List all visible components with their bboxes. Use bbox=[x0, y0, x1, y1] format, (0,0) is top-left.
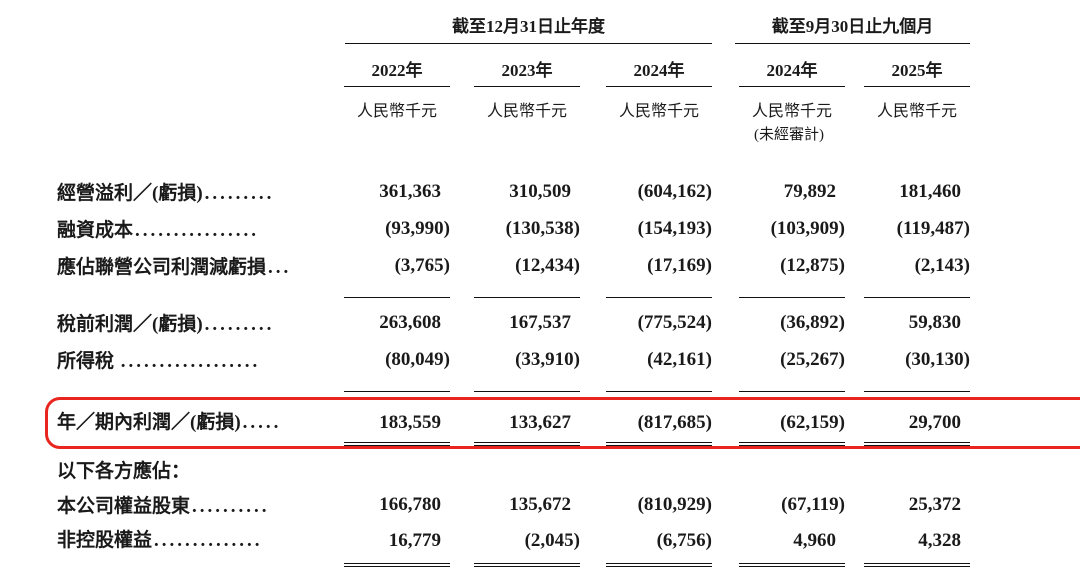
unit-label: 人民幣千元 bbox=[751, 103, 832, 120]
row-label: 年／期內利潤／(虧損) bbox=[57, 412, 241, 433]
dot-leader: ..... bbox=[242, 412, 282, 433]
cell-value: 79,892 bbox=[783, 180, 836, 202]
unit-label: 人民幣千元 bbox=[618, 103, 699, 120]
cell-value: (12,875) bbox=[780, 254, 845, 276]
row-label: 經營溢利／(虧損) bbox=[57, 183, 203, 204]
cell-value: 263,608 bbox=[379, 311, 441, 333]
year-header: 2024年 bbox=[739, 56, 845, 87]
column-rule bbox=[474, 297, 580, 298]
unit-label: 人民幣千元 bbox=[876, 103, 957, 120]
unit-label: 人民幣千元 bbox=[486, 103, 567, 120]
separator-rule-row bbox=[57, 284, 1080, 298]
column-rule bbox=[864, 297, 970, 298]
unit-label: 人民幣千元 bbox=[356, 103, 437, 120]
cell-value: 4,328 bbox=[864, 528, 970, 567]
cell-value: (25,267) bbox=[780, 348, 845, 370]
share-of-associates-row: 應佔聯營公司利潤減虧損... (3,765) (12,434) (17,169)… bbox=[57, 247, 1080, 284]
group-title-nine-months: 截至9月30日止九個月 bbox=[735, 12, 970, 44]
dot-leader: ......... bbox=[204, 183, 275, 204]
year-header: 2022年 bbox=[344, 56, 450, 87]
dot-leader: .................. bbox=[120, 351, 261, 372]
cell-value: (17,169) bbox=[647, 254, 712, 276]
cell-value: 4,960 bbox=[739, 528, 845, 567]
cell-value: (67,119) bbox=[781, 493, 845, 515]
row-label: 以下各方應佔： bbox=[57, 460, 191, 482]
cell-value: (775,524) bbox=[637, 311, 712, 333]
cell-value: 361,363 bbox=[379, 180, 441, 202]
profit-before-tax-row: 稅前利潤／(虧損)......... 263,608 167,537 (775,… bbox=[57, 304, 1080, 341]
column-rule bbox=[344, 297, 450, 298]
cell-value: (103,909) bbox=[770, 217, 845, 239]
cell-value: (154,193) bbox=[637, 217, 712, 239]
dot-leader: ................ bbox=[135, 220, 260, 241]
dot-leader: .......... bbox=[192, 496, 270, 517]
finance-costs-row: 融資成本................ (93,990) (130,538) … bbox=[57, 210, 1080, 247]
cell-value: (2,143) bbox=[914, 254, 970, 276]
cell-value: 135,672 bbox=[509, 493, 571, 515]
cell-value: (3,765) bbox=[394, 254, 450, 276]
column-group-header: 截至12月31日止年度 截至9月30日止九個月 bbox=[57, 12, 1080, 44]
year-header: 2023年 bbox=[474, 56, 580, 87]
cell-value: (119,487) bbox=[896, 217, 970, 239]
unaudited-note: (未經審計) bbox=[754, 127, 824, 143]
cell-value: (810,929) bbox=[637, 493, 712, 515]
cell-value: (80,049) bbox=[385, 348, 450, 370]
column-rule bbox=[739, 297, 845, 298]
cell-value: 29,700 bbox=[864, 410, 970, 446]
equity-shareholders-row: 本公司權益股東.......... 166,780 135,672 (810,9… bbox=[57, 486, 1080, 523]
profit-for-period-row: 年／期內利潤／(虧損)..... 183,559 133,627 (817,68… bbox=[45, 397, 1080, 449]
attributable-to-row: 以下各方應佔： bbox=[57, 452, 1080, 486]
year-header-row: 2022年 2023年 2024年 2024年 2025年 bbox=[57, 56, 1080, 87]
dot-leader: ... bbox=[268, 257, 292, 278]
cell-value: 133,627 bbox=[474, 410, 580, 446]
cell-value: 310,509 bbox=[509, 180, 571, 202]
year-header: 2024年 bbox=[606, 56, 712, 87]
cell-value: (130,538) bbox=[505, 217, 580, 239]
cell-value: (6,756) bbox=[606, 528, 712, 567]
cell-value: 59,830 bbox=[908, 311, 961, 333]
row-label: 稅前利潤／(虧損) bbox=[57, 314, 203, 335]
cell-value: 167,537 bbox=[509, 311, 571, 333]
unit-header-row: 人民幣千元 人民幣千元 人民幣千元 人民幣千元 人民幣千元 bbox=[57, 97, 1080, 121]
cell-value: 16,779 bbox=[344, 528, 450, 567]
year-header: 2025年 bbox=[864, 56, 970, 87]
cell-value: (2,045) bbox=[474, 528, 580, 567]
separator-rule-row bbox=[57, 378, 1080, 392]
cell-value: 181,460 bbox=[899, 180, 961, 202]
income-tax-row: 所得稅 .................. (80,049) (33,910)… bbox=[57, 341, 1080, 378]
row-label: 本公司權益股東 bbox=[57, 496, 191, 517]
group-title-annual: 截至12月31日止年度 bbox=[345, 12, 712, 44]
column-rule bbox=[344, 391, 450, 392]
cell-value: (62,159) bbox=[739, 410, 845, 446]
column-rule bbox=[739, 391, 845, 392]
cell-value: (33,910) bbox=[515, 348, 580, 370]
cell-value: 166,780 bbox=[379, 493, 441, 515]
row-label: 所得稅 bbox=[57, 351, 119, 372]
cell-value: 183,559 bbox=[344, 410, 450, 446]
row-label: 應佔聯營公司利潤減虧損 bbox=[57, 257, 267, 278]
operating-profit-row: 經營溢利／(虧損)......... 361,363 310,509 (604,… bbox=[57, 173, 1080, 210]
cell-value: (12,434) bbox=[515, 254, 580, 276]
cell-value: 25,372 bbox=[908, 493, 961, 515]
cell-value: (604,162) bbox=[637, 180, 712, 202]
column-rule bbox=[606, 297, 712, 298]
financial-statement-table: 截至12月31日止年度 截至9月30日止九個月 2022年 2023年 2024… bbox=[45, 12, 1080, 567]
dot-leader: ......... bbox=[204, 314, 275, 335]
cell-value: (30,130) bbox=[905, 348, 970, 370]
row-label: 融資成本 bbox=[57, 220, 134, 241]
column-rule bbox=[864, 391, 970, 392]
cell-value: (36,892) bbox=[780, 311, 845, 333]
note-header-row: (未經審計) bbox=[57, 123, 1080, 143]
row-label: 非控股權益 bbox=[57, 530, 153, 551]
cell-value: (817,685) bbox=[606, 410, 712, 446]
column-rule bbox=[606, 391, 712, 392]
cell-value: (93,990) bbox=[385, 217, 450, 239]
cell-value: (42,161) bbox=[647, 348, 712, 370]
column-rule bbox=[474, 391, 580, 392]
non-controlling-interests-row: 非控股權益.............. 16,779 (2,045) (6,75… bbox=[57, 523, 1080, 567]
dot-leader: .............. bbox=[154, 530, 263, 551]
